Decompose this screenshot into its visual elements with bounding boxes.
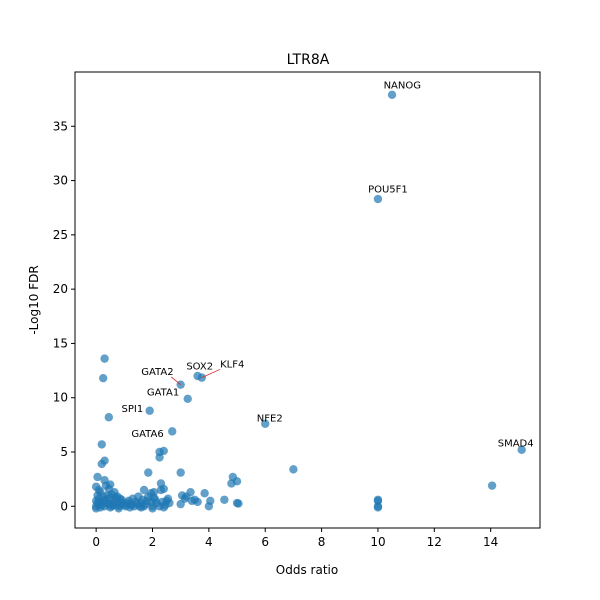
- data-point: [162, 496, 171, 506]
- data-point: [115, 494, 125, 503]
- x-tick-label: 8: [318, 535, 326, 549]
- data-point: [93, 472, 102, 482]
- data-point: [114, 504, 123, 513]
- data-point: [183, 394, 192, 403]
- y-axis-title: -Log10 FDR: [27, 265, 41, 334]
- data-point: [125, 503, 135, 512]
- data-point: [373, 503, 383, 512]
- data-point: [373, 194, 383, 204]
- data-point: [100, 354, 109, 363]
- data-point: [220, 495, 229, 504]
- y-tick-label: 10: [53, 391, 68, 405]
- x-tick-label: 0: [92, 535, 100, 549]
- data-point: [234, 499, 243, 508]
- y-tick-label: 0: [60, 499, 68, 513]
- data-point: [261, 419, 270, 428]
- data-point: [145, 406, 154, 415]
- point-label: KLF4: [220, 359, 244, 370]
- y-tick-label: 25: [53, 228, 68, 242]
- data-point: [176, 468, 185, 477]
- x-tick-label: 12: [427, 535, 442, 549]
- x-tick-label: 10: [370, 535, 385, 549]
- data-point: [289, 465, 298, 474]
- data-point: [144, 468, 153, 477]
- chart-title: LTR8A: [287, 52, 330, 68]
- data-point: [487, 481, 497, 490]
- point-label: GATA2: [141, 367, 173, 378]
- data-point: [517, 445, 526, 455]
- data-point: [98, 373, 108, 383]
- point-label: NANOG: [384, 80, 421, 91]
- y-tick-label: 15: [53, 336, 68, 350]
- data-point: [200, 489, 209, 498]
- data-point: [190, 495, 199, 504]
- point-label: GATA6: [131, 429, 163, 440]
- annotation-connector: [201, 368, 221, 378]
- x-tick-label: 4: [205, 535, 213, 549]
- data-point: [148, 504, 157, 513]
- point-label: SPI1: [122, 404, 144, 415]
- point-label: SOX2: [186, 361, 213, 372]
- y-tick-label: 20: [53, 282, 68, 296]
- data-point: [168, 427, 177, 436]
- data-point: [227, 479, 236, 488]
- x-axis: 0 2 4 6 8 10 12 14: [92, 528, 498, 549]
- data-point: [97, 440, 106, 449]
- data-point: [180, 494, 190, 503]
- x-tick-label: 2: [149, 535, 157, 549]
- data-point: [159, 503, 168, 512]
- y-tick-label: 5: [60, 445, 68, 459]
- y-tick-label: 30: [53, 174, 68, 188]
- axes-frame: [74, 71, 541, 529]
- data-point: [93, 498, 102, 508]
- x-tick-label: 14: [483, 535, 498, 549]
- data-point: [204, 502, 214, 511]
- data-point: [387, 90, 397, 100]
- data-point: [101, 481, 111, 490]
- data-point: [104, 413, 114, 422]
- x-tick-label: 6: [261, 535, 269, 549]
- data-point: [94, 485, 104, 495]
- point-label: SMAD4: [498, 439, 534, 450]
- data-point: [139, 485, 149, 495]
- y-axis: 0 5 10 15 20 25 30 35: [53, 119, 75, 513]
- data-point: [137, 503, 146, 512]
- data-point: [155, 453, 164, 462]
- point-label: GATA1: [147, 388, 179, 399]
- annotation-connector: [170, 376, 181, 385]
- data-point: [97, 459, 106, 469]
- y-tick-label: 35: [53, 119, 68, 133]
- x-axis-title: Odds ratio: [276, 563, 338, 577]
- data-point: [149, 493, 159, 502]
- data-point: [134, 492, 143, 501]
- point-label: NFE2: [257, 414, 283, 425]
- data-point: [159, 446, 168, 456]
- data-point: [106, 503, 115, 512]
- point-label: POU5F1: [368, 185, 408, 196]
- data-point: [159, 484, 168, 494]
